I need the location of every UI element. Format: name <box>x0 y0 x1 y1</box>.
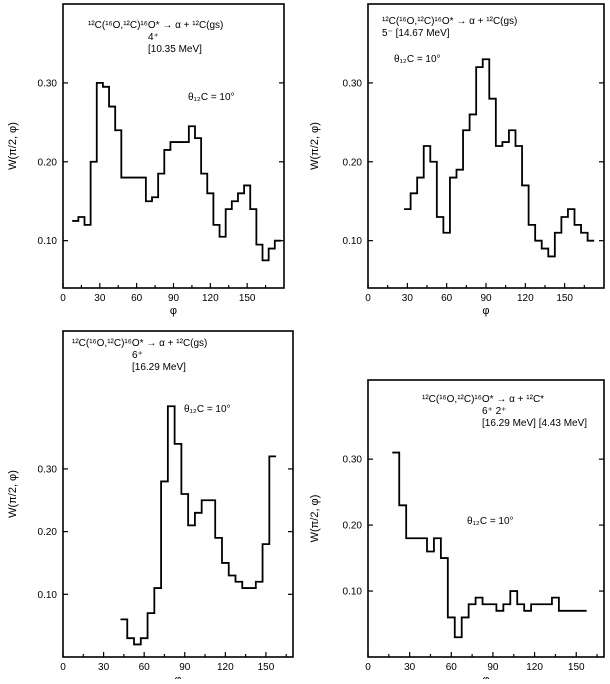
angle-annotation: θ₁₂C = 10° <box>467 516 514 527</box>
x-tick-label: 150 <box>239 293 256 304</box>
angle-annotation: θ₁₂C = 10° <box>184 404 231 415</box>
chart-panel-4: 0 30 60 90 120 150 0.10 0.20 0.30 φ W(π/2, φ) ¹²C(¹… <box>309 379 605 684</box>
plot-frame <box>367 379 605 658</box>
x-tick-label: 0 <box>365 293 371 304</box>
x-axis-label: φ <box>482 305 489 317</box>
x-tick-label: 30 <box>94 293 106 304</box>
y-tick-label: 0.20 <box>38 157 58 168</box>
reaction-label-line: 6⁺ 2⁺ <box>482 406 506 417</box>
x-tick-label: 90 <box>487 662 499 673</box>
x-tick-label: 30 <box>98 662 110 673</box>
x-tick-label: 150 <box>568 662 585 673</box>
reaction-label-line: [16.29 MeV] <box>132 362 186 373</box>
chart-panel-3: 0 30 60 90 120 150 0.10 0.20 0.30 φ W(π/2, φ) ¹²C(¹… <box>7 330 294 684</box>
angle-annotation: θ₁₂C = 10° <box>188 92 235 103</box>
y-tick-label: 0.30 <box>38 464 58 475</box>
y-axis-label: W(π/2, φ) <box>7 122 19 170</box>
x-tick-label: 0 <box>365 662 371 673</box>
y-tick-label: 0.10 <box>38 236 58 247</box>
histogram-series <box>72 81 281 262</box>
x-axis-label: φ <box>170 305 177 317</box>
x-axis-label: φ <box>174 674 181 679</box>
reaction-label-line: 6⁺ <box>132 350 143 361</box>
y-axis-label: W(π/2, φ) <box>309 122 321 170</box>
plot-frame <box>367 3 605 289</box>
reaction-label-line: ¹²C(¹⁶O,¹²C)¹⁶O* → α + ¹²C(gs) <box>88 20 223 31</box>
y-tick-label: 0.30 <box>38 78 58 89</box>
x-tick-label: 120 <box>217 662 234 673</box>
y-axis-label: W(π/2, φ) <box>7 470 19 518</box>
x-tick-label: 90 <box>179 662 191 673</box>
histogram-series <box>392 451 587 639</box>
x-axis-label: φ <box>482 674 489 679</box>
y-tick-label: 0.20 <box>38 527 58 538</box>
x-tick-label: 30 <box>404 662 416 673</box>
reaction-label-line: 5⁻ [14.67 MeV] <box>382 28 450 39</box>
x-tick-label: 120 <box>517 293 534 304</box>
y-tick-label: 0.30 <box>343 455 363 466</box>
reaction-label-line: ¹²C(¹⁶O,¹²C)¹⁶O* → α + ¹²C* <box>422 394 544 405</box>
x-tick-label: 60 <box>131 293 143 304</box>
x-tick-label: 120 <box>526 662 543 673</box>
y-tick-label: 0.10 <box>343 587 363 598</box>
chart-panel-1: 0 30 60 90 120 150 0.10 0.20 0.30 φ W(π/2, φ) ¹²C(¹… <box>7 3 285 317</box>
chart-panel-2: 0 30 60 90 120 150 0.10 0.20 0.30 φ W(π/2, φ) ¹²C(¹… <box>309 3 605 317</box>
histogram-series <box>120 405 277 646</box>
x-tick-label: 0 <box>60 662 66 673</box>
y-tick-label: 0.30 <box>343 78 363 89</box>
y-tick-label: 0.10 <box>38 590 58 601</box>
y-tick-label: 0.20 <box>343 157 363 168</box>
x-tick-label: 90 <box>168 293 180 304</box>
x-tick-label: 60 <box>446 662 458 673</box>
x-tick-label: 150 <box>258 662 275 673</box>
reaction-label-line: 4⁺ <box>148 32 159 43</box>
reaction-label-line: [10.35 MeV] <box>148 44 202 55</box>
x-tick-label: 30 <box>402 293 414 304</box>
reaction-label-line: [16.29 MeV] [4.43 MeV] <box>482 418 587 429</box>
x-tick-label: 60 <box>441 293 453 304</box>
plot-frame <box>62 330 294 658</box>
histogram-series <box>404 58 595 258</box>
reaction-label-line: ¹²C(¹⁶O,¹²C)¹⁶O* → α + ¹²C(gs) <box>72 338 207 349</box>
x-tick-label: 120 <box>202 293 219 304</box>
angle-annotation: θ₁₂C = 10° <box>394 54 441 65</box>
y-tick-label: 0.20 <box>343 521 363 532</box>
reaction-label-line: ¹²C(¹⁶O,¹²C)¹⁶O* → α + ¹²C(gs) <box>382 16 517 27</box>
y-axis-label: W(π/2, φ) <box>309 495 321 543</box>
x-tick-label: 0 <box>60 293 66 304</box>
x-tick-label: 150 <box>556 293 573 304</box>
x-tick-label: 60 <box>139 662 151 673</box>
y-tick-label: 0.10 <box>343 236 363 247</box>
x-tick-label: 90 <box>480 293 492 304</box>
